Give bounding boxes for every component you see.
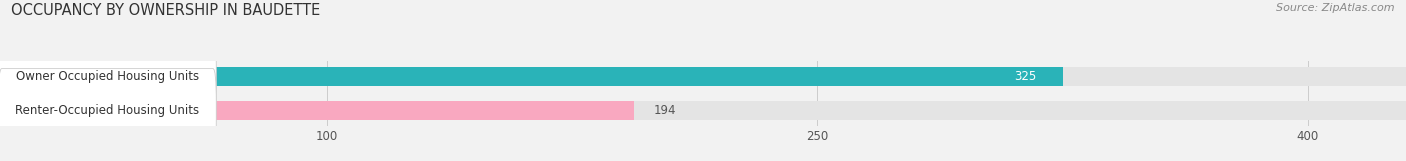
Bar [0, 67, 1406, 86]
Bar [0, 67, 1063, 86]
Text: OCCUPANCY BY OWNERSHIP IN BAUDETTE: OCCUPANCY BY OWNERSHIP IN BAUDETTE [11, 3, 321, 18]
FancyBboxPatch shape [0, 69, 217, 152]
Bar [0, 101, 1406, 120]
Text: 325: 325 [1014, 70, 1036, 83]
Text: Renter-Occupied Housing Units: Renter-Occupied Housing Units [15, 104, 200, 117]
Text: Source: ZipAtlas.com: Source: ZipAtlas.com [1277, 3, 1395, 13]
Text: Owner Occupied Housing Units: Owner Occupied Housing Units [15, 70, 198, 83]
Text: 194: 194 [654, 104, 676, 117]
FancyBboxPatch shape [0, 35, 217, 118]
Bar [0, 101, 634, 120]
